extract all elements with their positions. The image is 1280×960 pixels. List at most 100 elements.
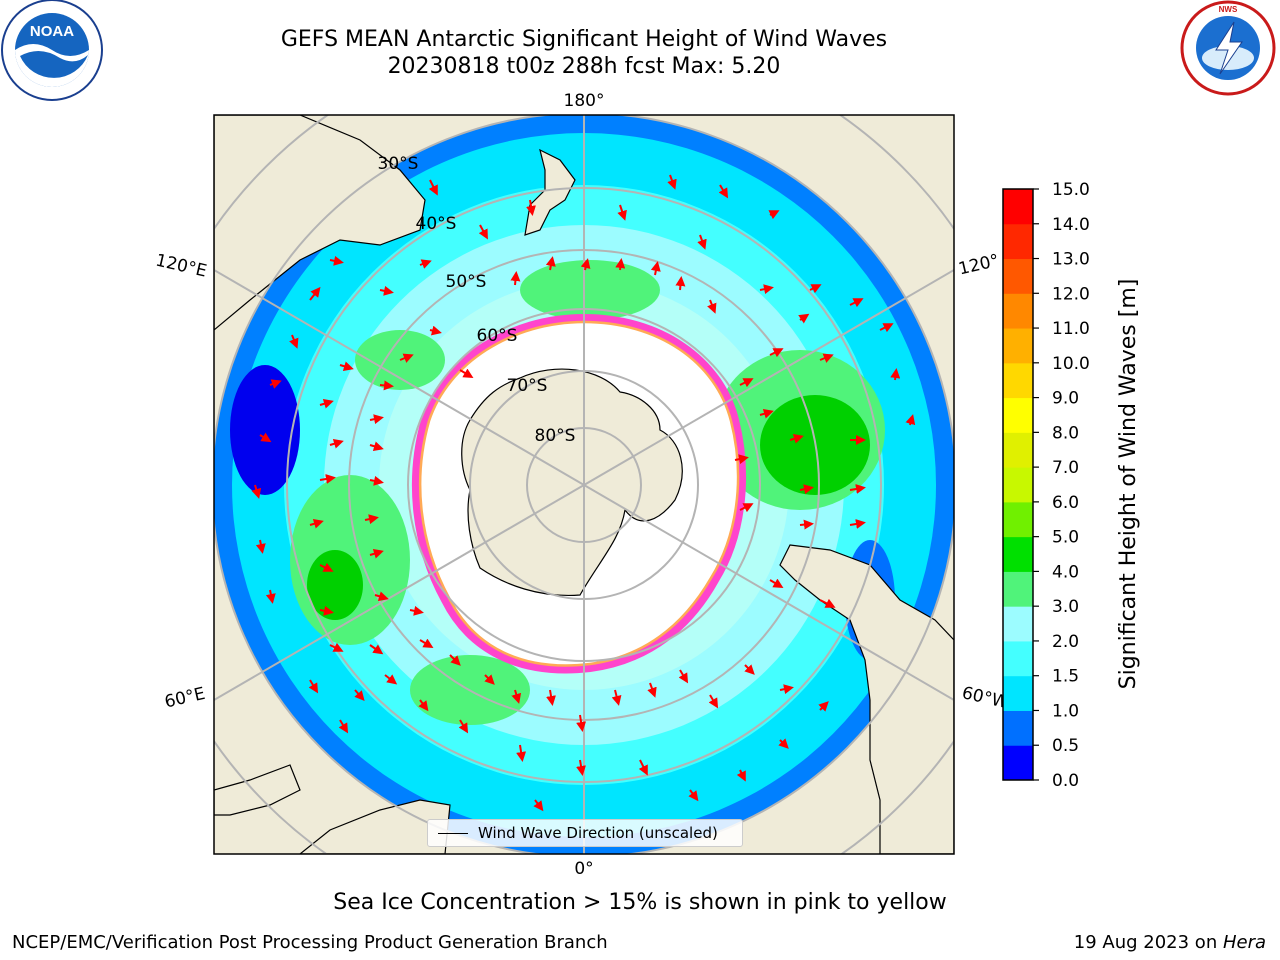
wave-arrow <box>319 562 334 572</box>
wave-arrow <box>849 519 866 529</box>
wave-arrow <box>638 759 648 776</box>
wave-arrow <box>798 313 810 324</box>
wave-arrow <box>615 258 626 271</box>
colorbar-segment <box>1003 328 1033 364</box>
wave-arrow <box>374 591 389 602</box>
wave-arrow <box>779 684 794 695</box>
wave-arrow <box>409 605 424 616</box>
colorbar-segment <box>1003 571 1033 607</box>
wave-arrow <box>879 323 894 333</box>
colorbar-segment <box>1003 189 1033 225</box>
wave-arrow <box>799 484 814 495</box>
date-text: 19 Aug 2023 on <box>1073 932 1223 953</box>
colorbar-segment <box>1003 397 1033 433</box>
wave-arrow <box>809 284 822 294</box>
lon-label-120w: 120° <box>957 251 1001 280</box>
wave-arrow <box>309 518 324 529</box>
wave-arrow <box>799 519 814 530</box>
wave-arrow <box>617 204 627 221</box>
wave-arrow <box>545 256 556 271</box>
wave-arrow <box>449 654 461 666</box>
wave-arrow <box>338 719 349 734</box>
credit-text: NCEP/EMC/Verification Post Processing Pr… <box>12 932 608 953</box>
wave-arrow <box>526 199 536 216</box>
colorbar-segment <box>1003 745 1033 781</box>
wave-arrow <box>419 638 434 649</box>
wave-arrow <box>289 334 299 349</box>
wave-arrow <box>734 454 749 465</box>
colorbar-tick-label: 6.0 <box>1052 493 1079 513</box>
colorbar-tick-label: 7.0 <box>1052 458 1079 478</box>
wave-arrow <box>265 589 276 604</box>
date-stamp: 19 Aug 2023 on Hera <box>1074 932 1266 953</box>
wave-arrow <box>364 514 379 525</box>
colorbar-segment <box>1003 606 1033 642</box>
legend-label: Wind Wave Direction (unscaled) <box>478 824 718 842</box>
wave-arrow <box>379 380 394 391</box>
wave-arrow <box>675 276 686 291</box>
colorbar-tick-label: 0.5 <box>1052 736 1079 756</box>
colorbar-frame <box>1002 188 1034 781</box>
chart-title: GEFS MEAN Antarctic Significant Height o… <box>280 27 888 52</box>
colorbar-tick-label: 10.0 <box>1052 354 1090 374</box>
wave-arrow <box>329 255 344 266</box>
colorbar-segment <box>1003 710 1033 746</box>
colorbar-tick-label: 0.0 <box>1052 771 1079 791</box>
wave-arrow <box>255 539 266 554</box>
wave-arrow <box>849 298 864 308</box>
wave-arrow <box>678 669 689 684</box>
chart-subtitle: 20230818 t00z 288h fcst Max: 5.20 <box>387 54 781 79</box>
wave-arrow <box>484 674 495 685</box>
wave-arrow <box>667 174 677 190</box>
wave-arrow <box>269 379 282 389</box>
sea-ice-note: Sea Ice Concentration > 15% is shown in … <box>333 890 947 915</box>
wave-arrow <box>369 548 384 559</box>
legend-line-swatch <box>438 832 468 834</box>
wave-arrow <box>708 694 719 709</box>
lon-label-60e: 60°E <box>163 684 207 713</box>
colorbar-segment <box>1003 501 1033 538</box>
wave-arrow <box>759 408 774 419</box>
map-legend: Wind Wave Direction (unscaled) <box>427 819 743 847</box>
colorbar-segment <box>1003 362 1033 399</box>
wave-arrow <box>789 433 804 444</box>
colorbar-segment <box>1003 432 1033 468</box>
wave-arrow <box>718 184 729 199</box>
nws-logo: NWS <box>1180 0 1276 96</box>
wave-arrow <box>369 475 384 486</box>
wave-arrow <box>510 271 521 286</box>
wave-arrow <box>379 285 394 296</box>
wave-arrow <box>419 259 432 269</box>
wind-wave-arrows <box>251 174 916 812</box>
wave-arrow <box>478 224 488 240</box>
wave-arrow <box>319 474 336 484</box>
colorbar-tick-label: 5.0 <box>1052 528 1079 548</box>
colorbar-tick-label: 15.0 <box>1052 180 1090 200</box>
colorbar-tick-label: 13.0 <box>1052 250 1090 270</box>
wave-arrow <box>688 789 699 802</box>
svg-text:NWS: NWS <box>1219 5 1238 14</box>
wave-arrow <box>736 769 746 782</box>
wave-arrow <box>511 689 522 704</box>
wave-arrow <box>429 325 442 336</box>
wave-arrow <box>369 441 384 452</box>
wave-arrow <box>259 432 272 443</box>
wave-arrow <box>369 414 384 425</box>
antarctica <box>461 368 683 597</box>
colorbar-tick-label: 1.5 <box>1052 667 1079 687</box>
colorbar-segment <box>1003 258 1033 294</box>
wave-arrow <box>739 503 754 513</box>
colorbar-tick-label: 8.0 <box>1052 423 1079 443</box>
lat-label-80s: 80°S <box>535 426 576 446</box>
wave-arrow <box>329 438 344 449</box>
wave-arrow <box>905 414 916 426</box>
colorbar-segment <box>1003 293 1033 329</box>
wave-arrow <box>576 759 586 776</box>
colorbar-tick-label: 12.0 <box>1052 284 1090 304</box>
map-frame <box>213 114 955 855</box>
colorbar-tick-label: 14.0 <box>1052 215 1090 235</box>
wave-arrow <box>818 701 829 712</box>
wave-arrow <box>308 679 319 694</box>
wave-arrow <box>819 353 834 363</box>
colorbar <box>1003 189 1033 781</box>
